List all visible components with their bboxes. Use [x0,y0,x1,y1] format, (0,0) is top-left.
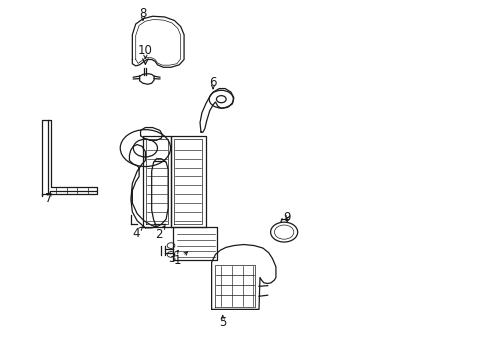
Text: 2: 2 [155,229,163,242]
Text: 10: 10 [138,44,153,57]
Text: 7: 7 [45,192,52,205]
Text: 3: 3 [168,252,175,265]
Text: 5: 5 [219,316,226,329]
Text: 6: 6 [209,76,216,89]
Text: 4: 4 [132,227,139,240]
Text: 9: 9 [283,211,290,224]
Text: 8: 8 [139,7,146,20]
Text: 1: 1 [174,254,181,267]
